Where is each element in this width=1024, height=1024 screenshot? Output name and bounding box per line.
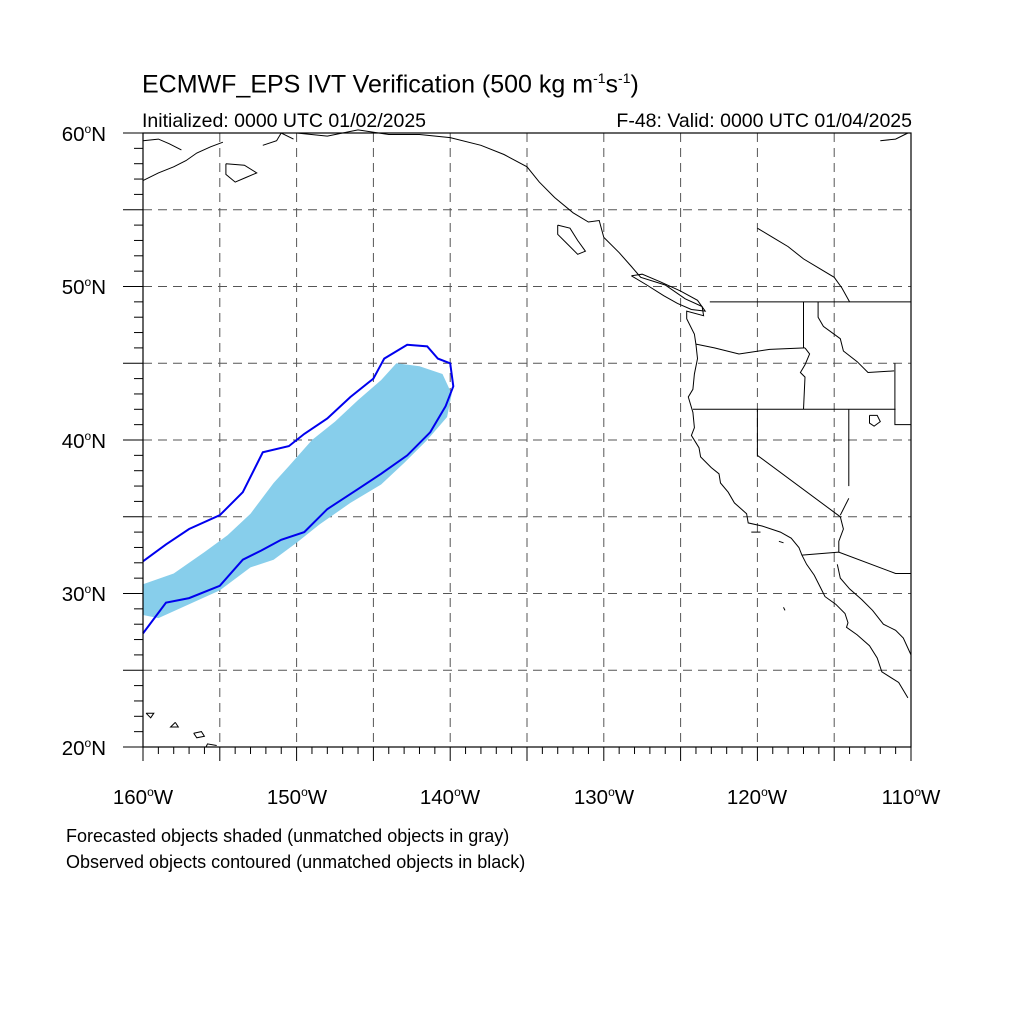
lon-label-140w: 140oW <box>419 785 481 809</box>
lat-label-50n: 50oN <box>61 275 106 299</box>
coastline-segment <box>557 224 587 255</box>
lon-label-150w: 150oW <box>266 785 328 809</box>
coastline-segment <box>778 540 784 544</box>
coastline-segment <box>757 227 851 303</box>
coastline-segment <box>225 163 258 183</box>
coastline-segment <box>839 498 850 516</box>
coastline-segment <box>631 273 707 312</box>
coastline-segment <box>894 363 911 426</box>
coastline-segment <box>193 731 206 739</box>
coastline-segment <box>817 301 895 374</box>
valid-time-subtitle: F-48: Valid: 0000 UTC 01/04/2025 <box>616 110 912 132</box>
coastline-segment <box>695 343 806 355</box>
init-time-subtitle: Initialized: 0000 UTC 01/02/2025 <box>142 110 427 132</box>
lon-label-120w: 120oW <box>726 785 788 809</box>
coastline-segment <box>756 409 841 518</box>
coastline-segment <box>145 712 155 719</box>
lat-label-60n: 60oN <box>61 122 106 146</box>
coastline-segment <box>142 138 182 151</box>
map-frame-border <box>142 132 912 748</box>
observed-legend-note: Observed objects contoured (unmatched ob… <box>66 852 526 872</box>
verification-objects <box>142 343 455 634</box>
coastline-segment <box>799 347 811 410</box>
coastline-segment <box>142 141 224 182</box>
coastlines-and-borders <box>142 129 912 748</box>
chart-title: ECMWF_EPS IVT Verification (500 kg m-1s-… <box>142 70 639 99</box>
lon-label-110w: 110oW <box>881 785 941 809</box>
coastline-segment <box>869 414 881 427</box>
lat-label-30n: 30oN <box>61 582 106 606</box>
coastline-segment <box>880 132 909 142</box>
coastline-segment <box>296 129 909 699</box>
lon-label-160w: 160oW <box>112 785 174 809</box>
coastline-segment <box>169 722 180 728</box>
lon-label-130w: 130oW <box>573 785 635 809</box>
lat-label-20n: 20oN <box>61 736 106 760</box>
lat-label-40n: 40oN <box>61 429 106 453</box>
forecast-legend-note: Forecasted objects shaded (unmatched obj… <box>66 826 510 846</box>
observed-object-contour <box>142 343 455 634</box>
coastline-segment <box>801 551 911 574</box>
coastline-segment <box>262 132 294 146</box>
coastline-segment <box>205 743 217 748</box>
coastline-segment <box>836 564 912 663</box>
coastline-segment <box>783 607 786 611</box>
axis-ticks <box>123 132 912 761</box>
coastline-segment <box>838 516 844 553</box>
forecast-object-shading <box>143 363 452 619</box>
